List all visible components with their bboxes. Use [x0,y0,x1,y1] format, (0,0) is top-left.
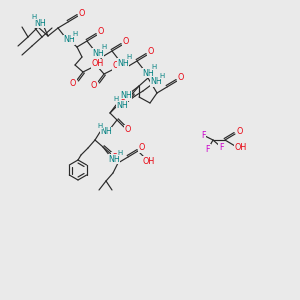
Text: O: O [120,98,126,107]
Text: H: H [126,54,132,60]
Text: H: H [98,123,103,129]
Text: NH: NH [150,77,162,86]
Text: O: O [123,38,129,46]
Text: OH: OH [92,59,104,68]
Text: NH: NH [108,154,120,164]
Text: H: H [32,14,37,20]
Text: H: H [152,64,157,70]
Text: H: H [117,150,123,156]
Text: O: O [125,125,131,134]
Text: O: O [79,8,85,17]
Text: O: O [148,47,154,56]
Text: NH: NH [92,49,104,58]
Text: H: H [113,96,119,102]
Text: NH: NH [116,100,128,109]
Text: NH: NH [34,19,46,28]
Text: O: O [139,143,145,152]
Text: F: F [206,145,210,154]
Text: O: O [178,74,184,82]
Text: H: H [101,44,106,50]
Text: OH: OH [113,61,125,70]
Text: F: F [219,142,223,152]
Text: H: H [72,31,78,37]
Text: F: F [201,130,205,140]
Text: NH: NH [120,92,132,100]
Text: NH: NH [100,128,112,136]
Text: O: O [91,82,97,91]
Text: O: O [98,28,104,37]
Text: OH: OH [235,143,247,152]
Text: O: O [70,80,76,88]
Text: NH: NH [117,58,129,68]
Text: NH: NH [63,35,75,44]
Text: OH: OH [143,157,155,166]
Text: O: O [112,152,118,161]
Text: O: O [237,127,243,136]
Text: NH: NH [142,68,154,77]
Text: H: H [159,73,165,79]
